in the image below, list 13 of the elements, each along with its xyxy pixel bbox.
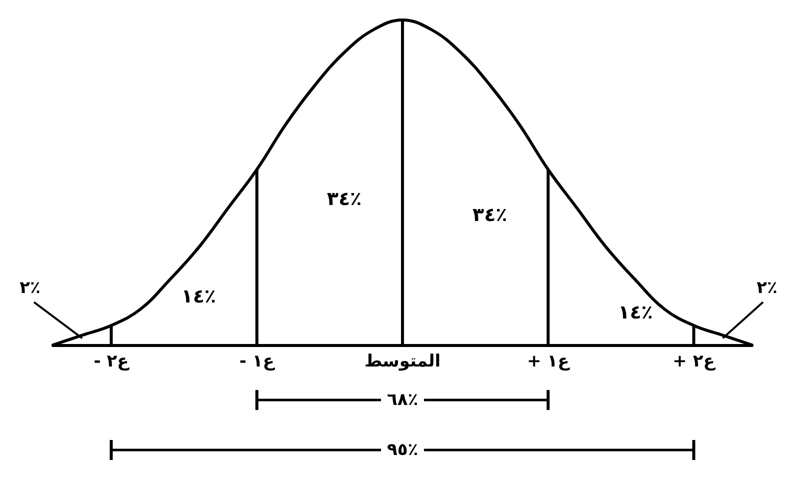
text: ٦٨٪ (381, 390, 424, 410)
annotation: ١٤٪ (618, 302, 653, 324)
x-tick-label: - ع٢ (94, 352, 130, 372)
x-tick-label: - ع١ (239, 352, 276, 372)
annotation: ٣٤٪ (472, 204, 508, 226)
text: ٢٪ (20, 278, 40, 298)
text: ٩٥٪ (381, 440, 424, 460)
x-tick-label: + ع١ (527, 352, 571, 372)
annotation: ٣٤٪ (326, 188, 362, 210)
x-tick-label: المتوسط (364, 352, 441, 372)
x-tick-label: + ع٢ (672, 352, 716, 372)
text: ٢٪ (756, 278, 778, 298)
annotation: ١٤٪ (181, 285, 216, 308)
